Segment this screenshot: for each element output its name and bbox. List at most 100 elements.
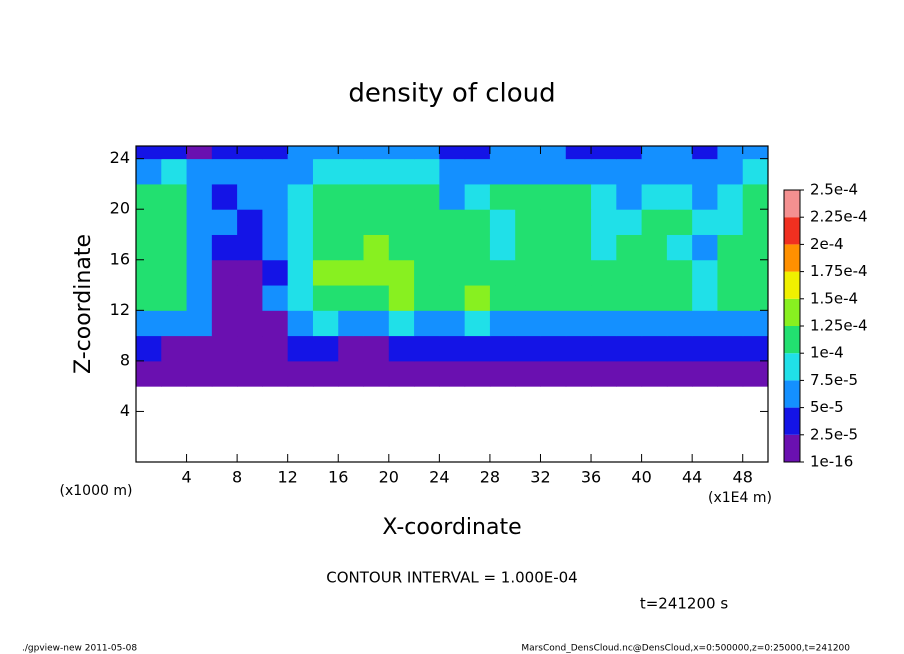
y-tick-label: 16 (110, 249, 130, 268)
heat-cell (439, 259, 466, 286)
heat-cell (439, 335, 466, 362)
heat-cell (666, 146, 693, 160)
heat-cell (489, 209, 516, 235)
heat-cell (540, 158, 567, 185)
heat-cell (616, 259, 643, 286)
heat-cell (717, 158, 744, 185)
x-tick-label: 36 (581, 468, 601, 487)
heat-cell (717, 183, 744, 210)
heat-cell (742, 234, 769, 261)
heat-cell (540, 234, 567, 261)
heat-cell (616, 360, 643, 387)
heat-cell (666, 335, 693, 362)
heat-cell (489, 158, 516, 185)
heat-cell (565, 183, 592, 210)
heat-cell (540, 360, 567, 387)
heat-cell (161, 360, 188, 387)
heat-cell (211, 146, 238, 160)
heat-cell (692, 146, 718, 160)
heat-cell (515, 209, 541, 235)
heat-cell (287, 146, 314, 160)
x-tick-label: 8 (232, 468, 242, 487)
heat-cell (186, 285, 213, 311)
colorbar-label: 1e-16 (810, 453, 853, 471)
heat-cell (388, 259, 415, 286)
heat-cell (565, 209, 592, 235)
heat-cell (439, 209, 466, 235)
heat-cell (641, 158, 668, 185)
heat-cell (464, 146, 491, 160)
heat-cell (237, 259, 263, 286)
heat-cell (591, 158, 617, 185)
heat-cell (717, 146, 744, 160)
y-tick-label: 20 (110, 199, 130, 218)
heat-cell (388, 234, 415, 261)
heat-cell (338, 183, 365, 210)
heat-cell (338, 209, 365, 235)
heat-cell (666, 259, 693, 286)
heat-cell (489, 259, 516, 286)
heat-cell (237, 209, 263, 235)
heat-cell (439, 146, 466, 160)
heat-cell (742, 183, 769, 210)
heat-cell (186, 234, 213, 261)
heat-cell (312, 183, 339, 210)
colorbar-swatch (784, 244, 800, 272)
heat-cell (692, 183, 718, 210)
heat-cell (136, 209, 162, 235)
heat-cell (312, 146, 339, 160)
heat-cell (388, 158, 415, 185)
heat-cell (312, 234, 339, 261)
heat-cell (388, 335, 415, 362)
heat-cell (717, 360, 744, 387)
heat-cell (666, 285, 693, 311)
heat-cell (161, 146, 188, 160)
colorbar-label: 1.25e-4 (810, 317, 868, 335)
heat-cell (338, 360, 365, 387)
heat-cell (616, 209, 643, 235)
heat-cell (262, 360, 289, 387)
heat-cell (388, 183, 415, 210)
heat-cell (666, 183, 693, 210)
colorbar-label: 1.5e-4 (810, 289, 858, 307)
heat-cell (237, 183, 263, 210)
colorbar-swatch (784, 298, 800, 326)
heat-cell (515, 146, 541, 160)
heat-cell (489, 310, 516, 337)
heat-cell (338, 146, 365, 160)
heat-cell (211, 259, 238, 286)
x-tick-label: 48 (733, 468, 753, 487)
colorbar-label: 7.5e-5 (810, 371, 858, 389)
heat-cell (388, 285, 415, 311)
heat-cell (363, 335, 390, 362)
heat-cell (591, 209, 617, 235)
heat-cell (161, 209, 188, 235)
y-axis-label: Z-coordinate (71, 234, 96, 374)
colorbar-swatch (784, 407, 800, 435)
colorbar-swatch (784, 190, 800, 218)
heat-cell (692, 285, 718, 311)
heat-cell (515, 360, 541, 387)
heat-cell (692, 259, 718, 286)
heat-cell (717, 335, 744, 362)
heat-cell (489, 360, 516, 387)
x-tick-label: 24 (429, 468, 449, 487)
heat-cell (692, 360, 718, 387)
heat-cell (211, 335, 238, 362)
heat-cell (692, 209, 718, 235)
x-tick-label: 44 (682, 468, 702, 487)
heat-cell (363, 310, 390, 337)
heat-cell (641, 335, 668, 362)
heat-cell (237, 158, 263, 185)
heat-cell (439, 158, 466, 185)
heat-cell (717, 209, 744, 235)
heat-cell (363, 285, 390, 311)
heat-cell (186, 335, 213, 362)
heat-cell (591, 183, 617, 210)
heat-cell (211, 209, 238, 235)
heat-cell (136, 183, 162, 210)
heat-cell (287, 310, 314, 337)
colorbar-label: 2e-4 (810, 235, 844, 253)
heat-cell (439, 234, 466, 261)
chart-title: density of cloud (348, 79, 555, 109)
